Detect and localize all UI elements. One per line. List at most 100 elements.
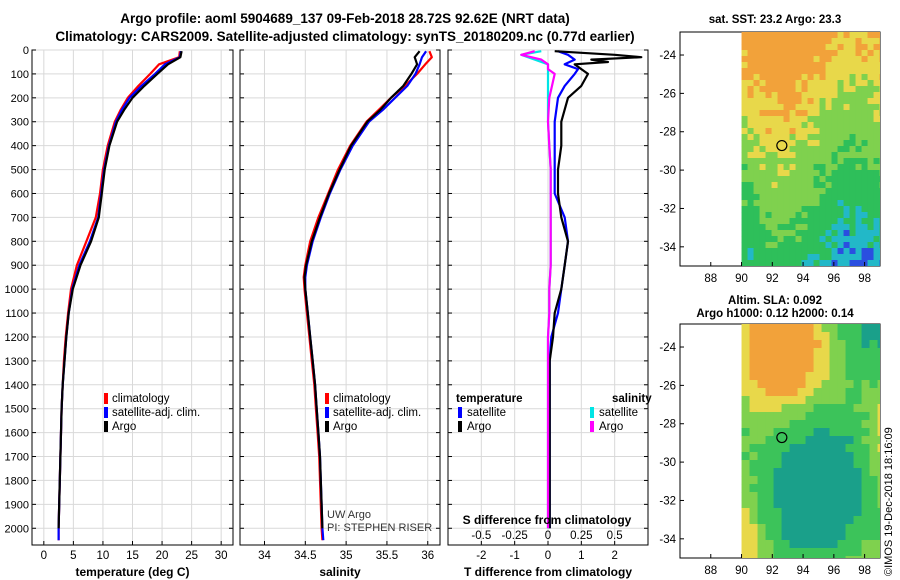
map-cell	[831, 206, 839, 213]
map-y-tick-label: -32	[659, 495, 676, 507]
map-cell	[855, 74, 863, 81]
map-cell	[757, 500, 767, 509]
map-cell	[819, 158, 827, 165]
map-cell	[825, 254, 833, 261]
map-cell	[783, 122, 791, 129]
map-cell	[837, 38, 845, 45]
map-cell	[829, 524, 839, 533]
map-cell	[813, 248, 821, 255]
map-cell	[867, 104, 875, 111]
map-cell	[845, 340, 855, 349]
map-cell	[831, 248, 839, 255]
map-cell	[879, 56, 880, 63]
map-cell	[747, 50, 755, 57]
map-cell	[821, 372, 831, 381]
map-cell	[821, 484, 831, 493]
map-cell	[813, 212, 821, 219]
map-cell	[749, 540, 759, 549]
map-cell	[749, 548, 759, 557]
map-cell	[753, 158, 761, 165]
map-cell	[825, 260, 833, 266]
map-cell	[873, 86, 880, 93]
map-cell	[805, 516, 815, 525]
map-cell	[867, 134, 875, 141]
map-cell	[819, 260, 827, 266]
pi-annotation-line2: PI: STEPHEN RISER	[327, 522, 432, 534]
map-cell	[757, 556, 767, 558]
map-cell	[807, 56, 815, 63]
map-cell	[759, 206, 767, 213]
map-cell	[773, 516, 783, 525]
map-cell	[759, 98, 767, 105]
map-cell	[837, 348, 847, 357]
map-cell	[773, 468, 783, 477]
map-cell	[801, 44, 809, 51]
map-cell	[795, 176, 803, 183]
map-x-tick-label: 96	[827, 565, 840, 577]
map-cell	[861, 444, 871, 453]
map-cell	[813, 364, 823, 373]
map-cell	[825, 38, 833, 45]
map-cell	[771, 170, 779, 177]
map-cell	[825, 50, 833, 57]
map-cell	[861, 92, 869, 99]
map-cell	[813, 492, 823, 501]
map-cell	[741, 98, 749, 105]
map-cell	[879, 32, 880, 39]
map-cell	[867, 140, 875, 147]
map-cell	[855, 146, 863, 153]
legend-swatch	[104, 407, 108, 418]
map-cell	[765, 254, 773, 261]
map-cell	[855, 32, 863, 39]
map-cell	[825, 248, 833, 255]
map-cell	[753, 170, 761, 177]
map-cell	[873, 230, 880, 237]
map-cell	[765, 364, 775, 373]
map-cell	[837, 110, 845, 117]
map-cell	[797, 532, 807, 541]
map-cell	[849, 236, 857, 243]
map-cell	[773, 500, 783, 509]
map-cell	[789, 158, 797, 165]
map-y-tick-label: -30	[659, 165, 676, 177]
map-cell	[849, 230, 857, 237]
map-cell	[771, 80, 779, 87]
map-cell	[869, 356, 879, 365]
map-cell	[749, 436, 759, 445]
map-cell	[741, 420, 751, 429]
map-cell	[783, 134, 791, 141]
map-cell	[747, 104, 755, 111]
map-cell	[837, 152, 845, 159]
map-cell	[821, 412, 831, 421]
map-cell	[741, 516, 751, 525]
map-cell	[777, 236, 785, 243]
map-cell	[853, 484, 863, 493]
map-cell	[771, 200, 779, 207]
map-cell	[795, 134, 803, 141]
map-cell	[757, 356, 767, 365]
map-cell	[783, 224, 791, 231]
map-cell	[771, 74, 779, 81]
map-cell	[825, 176, 833, 183]
map-cell	[765, 500, 775, 509]
map-cell	[849, 116, 857, 123]
map-cell	[765, 206, 773, 213]
map-cell	[825, 110, 833, 117]
map-cell	[759, 38, 767, 45]
map-cell	[813, 152, 821, 159]
map-cell	[741, 372, 751, 381]
map-cell	[873, 236, 880, 243]
map-cell	[877, 548, 880, 557]
map-cell	[879, 188, 880, 195]
map-cell	[879, 236, 880, 243]
map-cell	[795, 254, 803, 261]
map-cell	[765, 444, 775, 453]
map-cell	[853, 388, 863, 397]
map-cell	[757, 412, 767, 421]
map-cell	[781, 500, 791, 509]
map-x-tick-label: 88	[704, 273, 717, 285]
map-cell	[831, 110, 839, 117]
map-cell	[801, 164, 809, 171]
map-cell	[825, 62, 833, 69]
map-cell	[845, 412, 855, 421]
